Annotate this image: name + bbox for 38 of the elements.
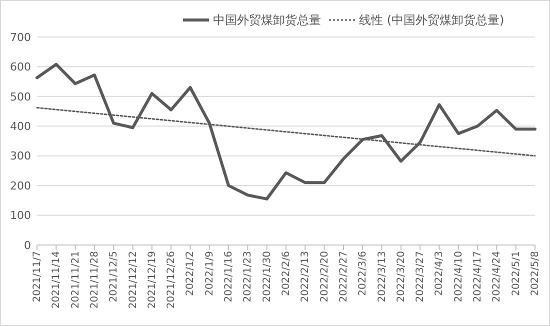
x-tick-label: 2022/4/24 [492, 251, 503, 302]
x-tick-label: 2022/1/30 [262, 251, 273, 302]
x-tick-label: 2022/3/20 [396, 251, 407, 302]
line-series [36, 62, 536, 200]
y-tick-label: 600 [10, 60, 31, 74]
x-tick-label: 2022/5/1 [510, 251, 522, 296]
y-tick-label: 200 [10, 179, 31, 192]
x-tick-label: 2022/4/17 [472, 251, 484, 302]
x-tick-label: 2021/12/26 [166, 251, 178, 309]
y-tick-label: 100 [10, 209, 31, 222]
x-tick-label: 2022/1/23 [242, 251, 254, 302]
x-tick-label: 2022/2/20 [319, 251, 330, 302]
x-tick-label: 2021/11/28 [89, 251, 100, 309]
x-tick-label: 2022/2/6 [281, 251, 292, 296]
x-tick-label: 2022/1/16 [224, 251, 235, 302]
x-tick-label: 2021/11/14 [51, 251, 62, 309]
x-tick-label: 2022/2/27 [338, 251, 350, 302]
y-tick-label: 400 [10, 120, 31, 133]
x-tick-label: 2021/12/19 [146, 251, 158, 309]
x-tick-label: 2022/5/8 [530, 251, 541, 296]
x-tick-label: 2022/1/2 [185, 251, 196, 296]
legend-label: 线性 (中国外贸煤卸货总量) [359, 13, 504, 28]
x-tick-label: 2022/4/3 [434, 251, 446, 296]
y-tick-label: 500 [10, 90, 31, 104]
x-tick-label: 2022/1/9 [204, 251, 216, 296]
y-tick-label: 700 [10, 30, 31, 44]
x-tick-label: 2021/12/5 [108, 251, 120, 302]
legend-label: 中国外贸煤卸货总量 [213, 13, 321, 28]
x-tick-label: 2021/12/12 [128, 251, 139, 309]
y-tick-label: 300 [10, 150, 31, 163]
x-tick-label: 2021/11/21 [70, 251, 82, 309]
x-tick-label: 2022/3/6 [358, 251, 369, 296]
x-tick-label: 2021/11/7 [32, 251, 43, 302]
x-tick-label: 2022/3/13 [376, 251, 388, 302]
x-tick-label: 2022/2/13 [300, 251, 312, 302]
y-tick-label: 0 [24, 238, 31, 252]
x-tick-label: 2022/4/10 [453, 251, 464, 302]
x-tick-label: 2022/3/27 [415, 251, 426, 302]
